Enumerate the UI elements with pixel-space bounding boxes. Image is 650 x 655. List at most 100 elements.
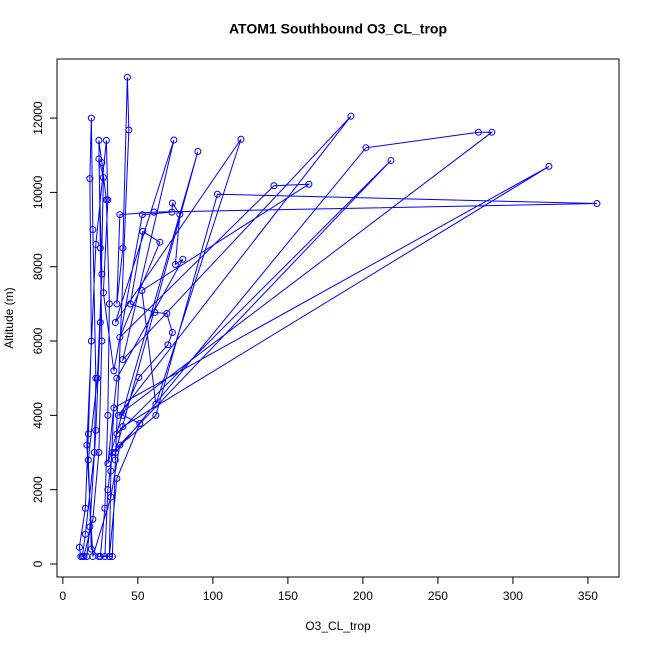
data-point [111, 456, 119, 464]
data-point [116, 441, 124, 449]
data-point [102, 136, 110, 144]
data-line [78, 77, 597, 558]
data-point [84, 456, 92, 464]
x-tick-label: 300 [503, 589, 523, 603]
data-point [152, 411, 160, 419]
data-point [156, 238, 164, 246]
data-point [92, 426, 100, 434]
data-point [179, 255, 187, 263]
data-point [90, 449, 98, 457]
data-point [119, 356, 127, 364]
data-point [99, 174, 107, 182]
x-tick-label: 50 [131, 589, 145, 603]
y-tick-label: 8000 [31, 253, 45, 280]
x-axis-label: O3_CL_trop [305, 619, 371, 633]
data-point [95, 136, 103, 144]
x-tick-label: 250 [428, 589, 448, 603]
data-point [171, 260, 179, 268]
data-point [113, 374, 121, 382]
data-point [98, 270, 106, 278]
data-point [98, 337, 106, 345]
data-point [138, 287, 146, 295]
x-tick-label: 100 [203, 589, 223, 603]
data-point [95, 449, 103, 457]
data-point [86, 523, 94, 531]
data-point [139, 227, 147, 235]
data-point [119, 423, 127, 431]
y-tick-label: 4000 [31, 402, 45, 429]
data-point [119, 244, 127, 252]
data-point [105, 300, 113, 308]
data-point [116, 211, 124, 219]
data-point [83, 553, 91, 561]
data-point [87, 114, 95, 122]
data-point [138, 211, 146, 219]
data-point [84, 430, 92, 438]
data-point [152, 400, 160, 408]
data-point [545, 162, 553, 170]
y-axis-label: Altitude (m) [2, 287, 16, 348]
data-point [95, 155, 103, 163]
x-tick-label: 200 [353, 589, 373, 603]
data-point [93, 374, 101, 382]
data-point [89, 515, 97, 523]
data-point [104, 411, 112, 419]
data-point [116, 333, 124, 341]
data-point [136, 420, 144, 428]
data-point [75, 543, 83, 551]
data-point [96, 318, 104, 326]
data-point [111, 449, 119, 457]
data-point [89, 226, 97, 234]
data-point [95, 553, 103, 561]
data-point [170, 136, 178, 144]
data-point [92, 240, 100, 248]
y-tick-label: 6000 [31, 327, 45, 354]
data-point [213, 190, 221, 198]
data-point [113, 475, 121, 483]
data-point [110, 404, 118, 412]
data-point [164, 341, 172, 349]
data-point [107, 493, 115, 501]
data-point [104, 460, 112, 468]
data-point [194, 148, 202, 156]
data-point [126, 300, 134, 308]
data-point [101, 504, 109, 512]
data-point [163, 310, 171, 318]
y-tick-label: 0 [31, 560, 45, 567]
data-point [168, 199, 176, 207]
data-point [99, 289, 107, 297]
data-point [347, 112, 355, 120]
data-point [135, 373, 143, 381]
data-point [87, 545, 95, 553]
chart-title: ATOM1 Southbound O3_CL_trop [229, 21, 447, 37]
data-point [168, 328, 176, 336]
y-tick-label: 2000 [31, 476, 45, 503]
data-point [110, 367, 118, 375]
data-point [362, 144, 370, 152]
data-point [114, 411, 122, 419]
plot-frame [56, 58, 620, 578]
x-tick-label: 0 [60, 589, 67, 603]
data-point [176, 210, 184, 218]
data-point [108, 553, 116, 561]
data-point [151, 308, 159, 316]
data-point [474, 128, 482, 136]
y-tick-label: 12000 [31, 101, 45, 135]
y-tick-label: 10000 [31, 175, 45, 209]
x-tick-label: 350 [578, 589, 598, 603]
data-point [108, 449, 116, 457]
data-point [593, 200, 601, 208]
data-point [113, 430, 121, 438]
data-point [123, 73, 131, 81]
data-point [81, 530, 89, 538]
data-point [150, 208, 158, 216]
data-point [87, 337, 95, 345]
data-point [104, 196, 112, 204]
data-point [86, 175, 94, 183]
data-point [107, 467, 115, 475]
data-point [105, 553, 113, 561]
data-point [96, 244, 104, 252]
data-point [168, 208, 176, 216]
